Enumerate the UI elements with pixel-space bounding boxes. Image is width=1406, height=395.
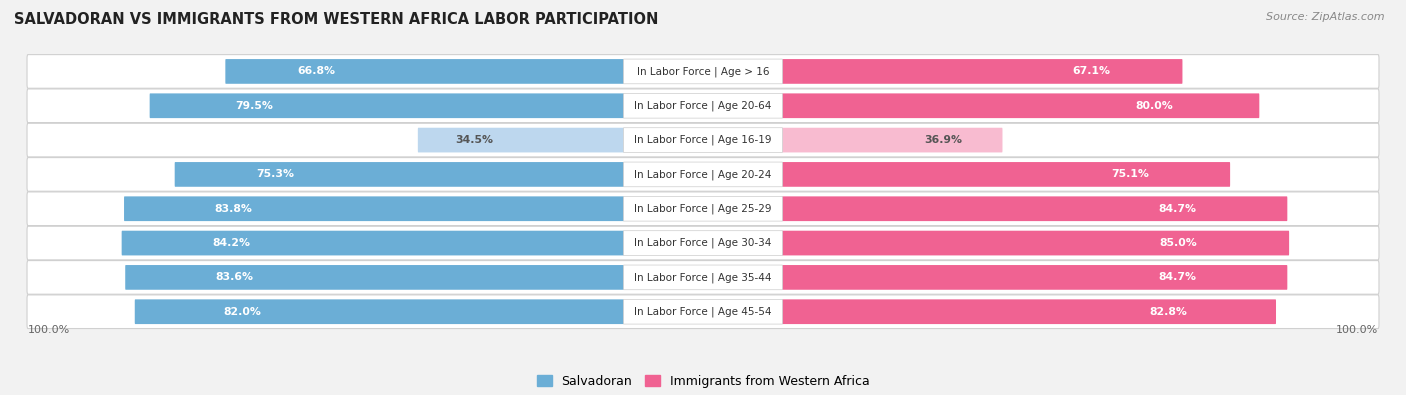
FancyBboxPatch shape [782, 162, 1230, 187]
FancyBboxPatch shape [27, 123, 1379, 157]
FancyBboxPatch shape [27, 89, 1379, 122]
FancyBboxPatch shape [623, 162, 783, 187]
Text: 75.1%: 75.1% [1111, 169, 1149, 179]
FancyBboxPatch shape [27, 192, 1379, 226]
FancyBboxPatch shape [149, 93, 624, 118]
Text: 36.9%: 36.9% [925, 135, 963, 145]
Text: In Labor Force | Age 30-34: In Labor Force | Age 30-34 [634, 238, 772, 248]
Text: 84.2%: 84.2% [212, 238, 250, 248]
Text: In Labor Force | Age 35-44: In Labor Force | Age 35-44 [634, 272, 772, 283]
Text: 80.0%: 80.0% [1136, 101, 1173, 111]
Text: In Labor Force | Age 20-64: In Labor Force | Age 20-64 [634, 100, 772, 111]
FancyBboxPatch shape [782, 59, 1182, 84]
Text: 79.5%: 79.5% [235, 101, 273, 111]
Text: 82.8%: 82.8% [1149, 307, 1187, 317]
FancyBboxPatch shape [623, 265, 783, 290]
FancyBboxPatch shape [782, 265, 1288, 290]
Text: 83.8%: 83.8% [214, 204, 252, 214]
FancyBboxPatch shape [122, 231, 624, 256]
FancyBboxPatch shape [27, 158, 1379, 191]
FancyBboxPatch shape [782, 196, 1288, 221]
FancyBboxPatch shape [27, 295, 1379, 329]
Text: 83.6%: 83.6% [215, 273, 253, 282]
FancyBboxPatch shape [623, 128, 783, 152]
Legend: Salvadoran, Immigrants from Western Africa: Salvadoran, Immigrants from Western Afri… [531, 370, 875, 393]
FancyBboxPatch shape [225, 59, 624, 84]
FancyBboxPatch shape [27, 55, 1379, 88]
FancyBboxPatch shape [782, 231, 1289, 256]
FancyBboxPatch shape [125, 265, 624, 290]
Text: 100.0%: 100.0% [28, 325, 70, 335]
Text: 67.1%: 67.1% [1073, 66, 1111, 76]
Text: 66.8%: 66.8% [297, 66, 336, 76]
FancyBboxPatch shape [623, 231, 783, 256]
Text: In Labor Force | Age 25-29: In Labor Force | Age 25-29 [634, 203, 772, 214]
FancyBboxPatch shape [135, 299, 624, 324]
FancyBboxPatch shape [782, 128, 1002, 152]
Text: In Labor Force | Age 16-19: In Labor Force | Age 16-19 [634, 135, 772, 145]
Text: 84.7%: 84.7% [1159, 204, 1197, 214]
FancyBboxPatch shape [27, 226, 1379, 260]
FancyBboxPatch shape [27, 261, 1379, 294]
Text: 34.5%: 34.5% [456, 135, 494, 145]
FancyBboxPatch shape [174, 162, 624, 187]
Text: SALVADORAN VS IMMIGRANTS FROM WESTERN AFRICA LABOR PARTICIPATION: SALVADORAN VS IMMIGRANTS FROM WESTERN AF… [14, 12, 658, 27]
FancyBboxPatch shape [782, 299, 1277, 324]
Text: Source: ZipAtlas.com: Source: ZipAtlas.com [1267, 12, 1385, 22]
Text: 100.0%: 100.0% [1336, 325, 1378, 335]
Text: 82.0%: 82.0% [224, 307, 262, 317]
FancyBboxPatch shape [623, 93, 783, 118]
FancyBboxPatch shape [623, 59, 783, 84]
Text: In Labor Force | Age > 16: In Labor Force | Age > 16 [637, 66, 769, 77]
Text: 84.7%: 84.7% [1159, 273, 1197, 282]
Text: In Labor Force | Age 20-24: In Labor Force | Age 20-24 [634, 169, 772, 180]
FancyBboxPatch shape [782, 93, 1260, 118]
FancyBboxPatch shape [418, 128, 624, 152]
Text: 85.0%: 85.0% [1160, 238, 1198, 248]
FancyBboxPatch shape [623, 196, 783, 221]
FancyBboxPatch shape [124, 196, 624, 221]
Text: In Labor Force | Age 45-54: In Labor Force | Age 45-54 [634, 307, 772, 317]
Text: 75.3%: 75.3% [256, 169, 294, 179]
FancyBboxPatch shape [623, 299, 783, 324]
